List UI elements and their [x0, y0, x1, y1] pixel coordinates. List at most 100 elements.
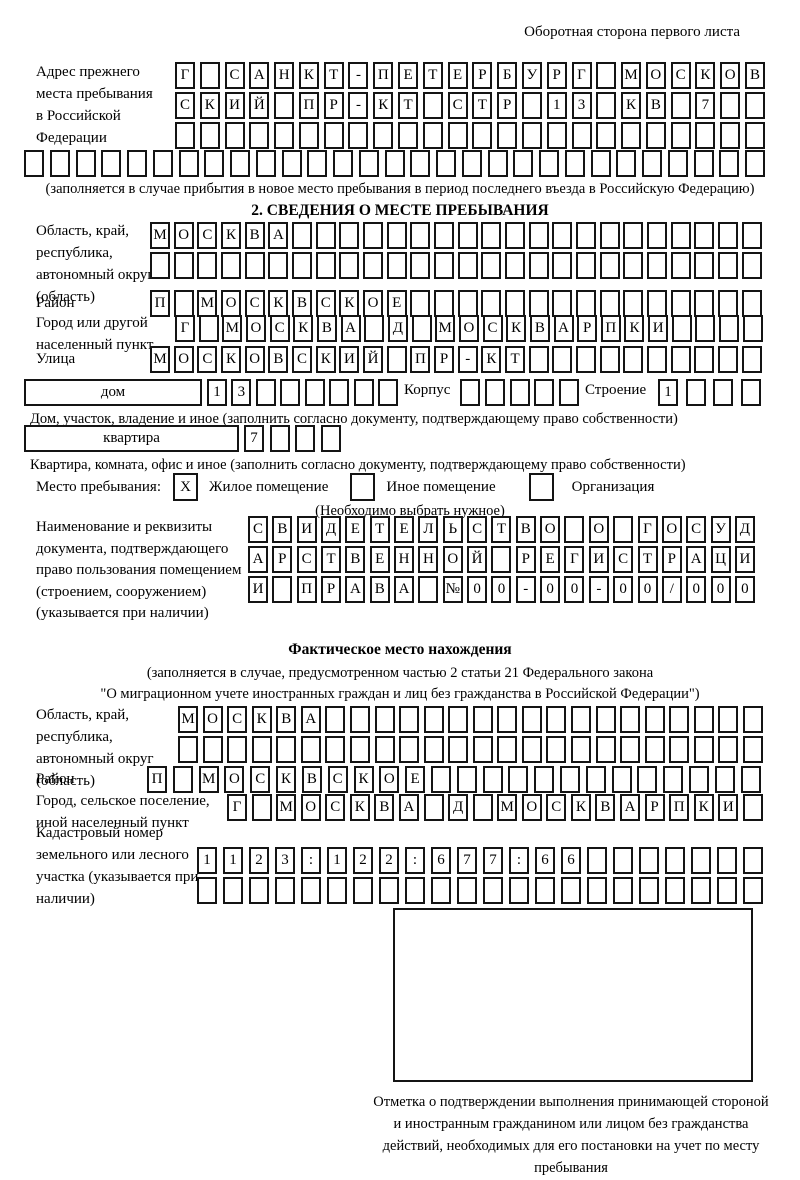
char-cell[interactable]: В — [268, 346, 289, 373]
char-cell[interactable]: Г — [175, 315, 195, 342]
char-cell[interactable] — [539, 150, 559, 177]
char-cell[interactable]: М — [276, 794, 297, 821]
char-cell[interactable]: Т — [321, 546, 342, 573]
char-cell[interactable] — [431, 877, 451, 904]
char-cell[interactable] — [639, 877, 659, 904]
char-cell[interactable]: П — [296, 576, 317, 603]
char-cell[interactable] — [546, 736, 567, 763]
char-cell[interactable] — [227, 736, 248, 763]
char-cell[interactable]: А — [686, 546, 707, 573]
char-cell[interactable] — [349, 736, 370, 763]
char-cell[interactable]: К — [339, 290, 360, 317]
char-cell[interactable] — [552, 290, 573, 317]
char-cell[interactable]: М — [435, 315, 456, 342]
char-cell[interactable] — [590, 150, 611, 177]
char-cell[interactable]: О — [458, 315, 479, 342]
char-cell[interactable] — [457, 877, 477, 904]
char-cell[interactable] — [528, 290, 549, 317]
char-cell[interactable] — [717, 847, 737, 874]
char-cell[interactable] — [379, 877, 399, 904]
char-cell[interactable] — [596, 92, 617, 119]
char-cell[interactable]: А — [620, 794, 640, 821]
char-cell[interactable] — [571, 736, 591, 763]
char-cell[interactable] — [691, 847, 711, 874]
char-cell[interactable] — [669, 736, 690, 763]
char-cell[interactable] — [693, 736, 714, 763]
char-cell[interactable]: Е — [398, 62, 419, 89]
char-cell[interactable] — [665, 877, 685, 904]
char-cell[interactable]: 1 — [197, 847, 217, 874]
char-cell[interactable] — [386, 222, 407, 249]
char-cell[interactable]: А — [553, 315, 574, 342]
char-cell[interactable] — [398, 122, 419, 149]
char-cell[interactable] — [358, 150, 379, 177]
char-cell[interactable] — [616, 150, 637, 177]
char-cell[interactable]: 0 — [710, 576, 731, 603]
char-cell[interactable]: 1 — [546, 92, 567, 119]
char-cell[interactable] — [223, 877, 243, 904]
char-cell[interactable] — [430, 766, 451, 793]
char-cell[interactable]: Т — [472, 92, 493, 119]
char-cell[interactable] — [691, 877, 711, 904]
char-cell[interactable] — [740, 379, 761, 406]
char-cell[interactable] — [281, 150, 302, 177]
char-cell[interactable] — [644, 706, 665, 733]
char-cell[interactable]: М — [178, 706, 198, 733]
char-cell[interactable]: П — [669, 794, 690, 821]
char-cell[interactable]: Й — [467, 546, 488, 573]
char-cell[interactable] — [292, 222, 313, 249]
char-cell[interactable]: Е — [386, 290, 407, 317]
char-cell[interactable] — [411, 315, 432, 342]
char-cell[interactable]: С — [327, 766, 348, 793]
char-cell[interactable] — [742, 794, 763, 821]
char-cell[interactable] — [645, 122, 666, 149]
char-cell[interactable] — [410, 222, 431, 249]
char-cell[interactable] — [101, 150, 122, 177]
char-cell[interactable] — [364, 315, 385, 342]
char-cell[interactable]: 7 — [457, 847, 477, 874]
char-cell[interactable]: 0 — [613, 576, 634, 603]
char-cell[interactable] — [644, 736, 665, 763]
char-cell[interactable] — [423, 706, 444, 733]
char-cell[interactable]: М — [150, 222, 170, 249]
char-cell[interactable] — [719, 315, 740, 342]
char-cell[interactable] — [230, 150, 250, 177]
char-cell[interactable] — [564, 150, 585, 177]
char-cell[interactable]: Р — [321, 576, 342, 603]
char-cell[interactable] — [521, 122, 542, 149]
char-cell[interactable] — [348, 122, 369, 149]
char-cell[interactable]: С — [197, 222, 218, 249]
char-cell[interactable]: 0 — [491, 576, 512, 603]
char-cell[interactable] — [639, 847, 659, 874]
char-cell[interactable] — [513, 150, 534, 177]
char-cell[interactable]: О — [661, 516, 682, 543]
char-cell[interactable]: Г — [571, 62, 592, 89]
char-cell[interactable] — [204, 150, 225, 177]
char-cell[interactable] — [49, 150, 70, 177]
char-cell[interactable] — [694, 290, 715, 317]
char-cell[interactable] — [457, 252, 478, 279]
char-cell[interactable]: К — [695, 62, 716, 89]
char-cell[interactable]: С — [482, 315, 503, 342]
char-cell[interactable] — [647, 222, 668, 249]
char-cell[interactable] — [546, 122, 567, 149]
char-cell[interactable]: П — [298, 92, 319, 119]
char-cell[interactable]: 2 — [379, 847, 399, 874]
char-cell[interactable]: В — [345, 546, 366, 573]
char-cell[interactable] — [599, 290, 620, 317]
char-cell[interactable]: П — [147, 766, 167, 793]
char-cell[interactable] — [434, 252, 455, 279]
char-cell[interactable] — [720, 122, 741, 149]
char-cell[interactable] — [637, 766, 658, 793]
char-cell[interactable]: Е — [405, 766, 426, 793]
char-cell[interactable] — [423, 794, 444, 821]
char-cell[interactable] — [744, 92, 765, 119]
char-cell[interactable] — [535, 877, 555, 904]
char-cell[interactable] — [472, 736, 493, 763]
char-cell[interactable]: М — [150, 346, 170, 373]
char-cell[interactable] — [647, 252, 668, 279]
char-cell[interactable] — [670, 92, 691, 119]
char-cell[interactable]: О — [588, 516, 609, 543]
char-cell[interactable]: : — [509, 847, 529, 874]
char-cell[interactable]: Т — [369, 516, 390, 543]
